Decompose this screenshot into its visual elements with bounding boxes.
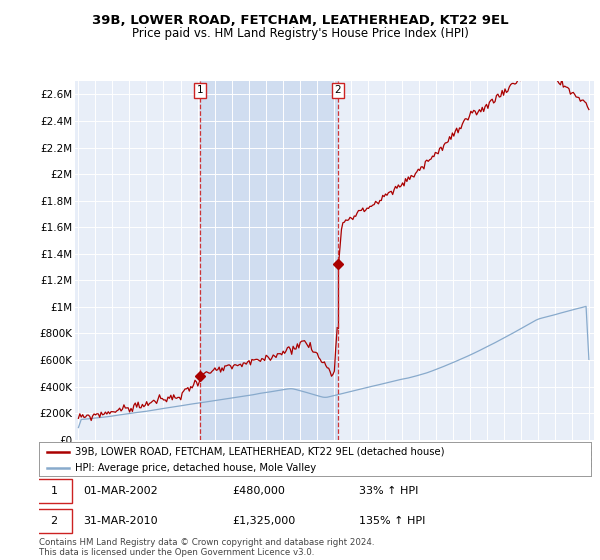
Text: 01-MAR-2002: 01-MAR-2002	[83, 486, 158, 496]
Text: 1: 1	[197, 85, 204, 95]
Text: 1: 1	[50, 486, 58, 496]
FancyBboxPatch shape	[36, 479, 72, 503]
Text: 39B, LOWER ROAD, FETCHAM, LEATHERHEAD, KT22 9EL: 39B, LOWER ROAD, FETCHAM, LEATHERHEAD, K…	[92, 14, 508, 27]
FancyBboxPatch shape	[36, 508, 72, 533]
Text: 2: 2	[335, 85, 341, 95]
Text: Contains HM Land Registry data © Crown copyright and database right 2024.
This d: Contains HM Land Registry data © Crown c…	[39, 538, 374, 557]
Text: £1,325,000: £1,325,000	[232, 516, 295, 526]
Text: 31-MAR-2010: 31-MAR-2010	[83, 516, 158, 526]
Text: 33% ↑ HPI: 33% ↑ HPI	[359, 486, 419, 496]
Text: 39B, LOWER ROAD, FETCHAM, LEATHERHEAD, KT22 9EL (detached house): 39B, LOWER ROAD, FETCHAM, LEATHERHEAD, K…	[75, 447, 445, 457]
Bar	[200, 81, 338, 440]
Text: 135% ↑ HPI: 135% ↑ HPI	[359, 516, 425, 526]
Text: £480,000: £480,000	[232, 486, 285, 496]
Text: Price paid vs. HM Land Registry's House Price Index (HPI): Price paid vs. HM Land Registry's House …	[131, 27, 469, 40]
Text: 2: 2	[50, 516, 58, 526]
Text: HPI: Average price, detached house, Mole Valley: HPI: Average price, detached house, Mole…	[75, 463, 316, 473]
